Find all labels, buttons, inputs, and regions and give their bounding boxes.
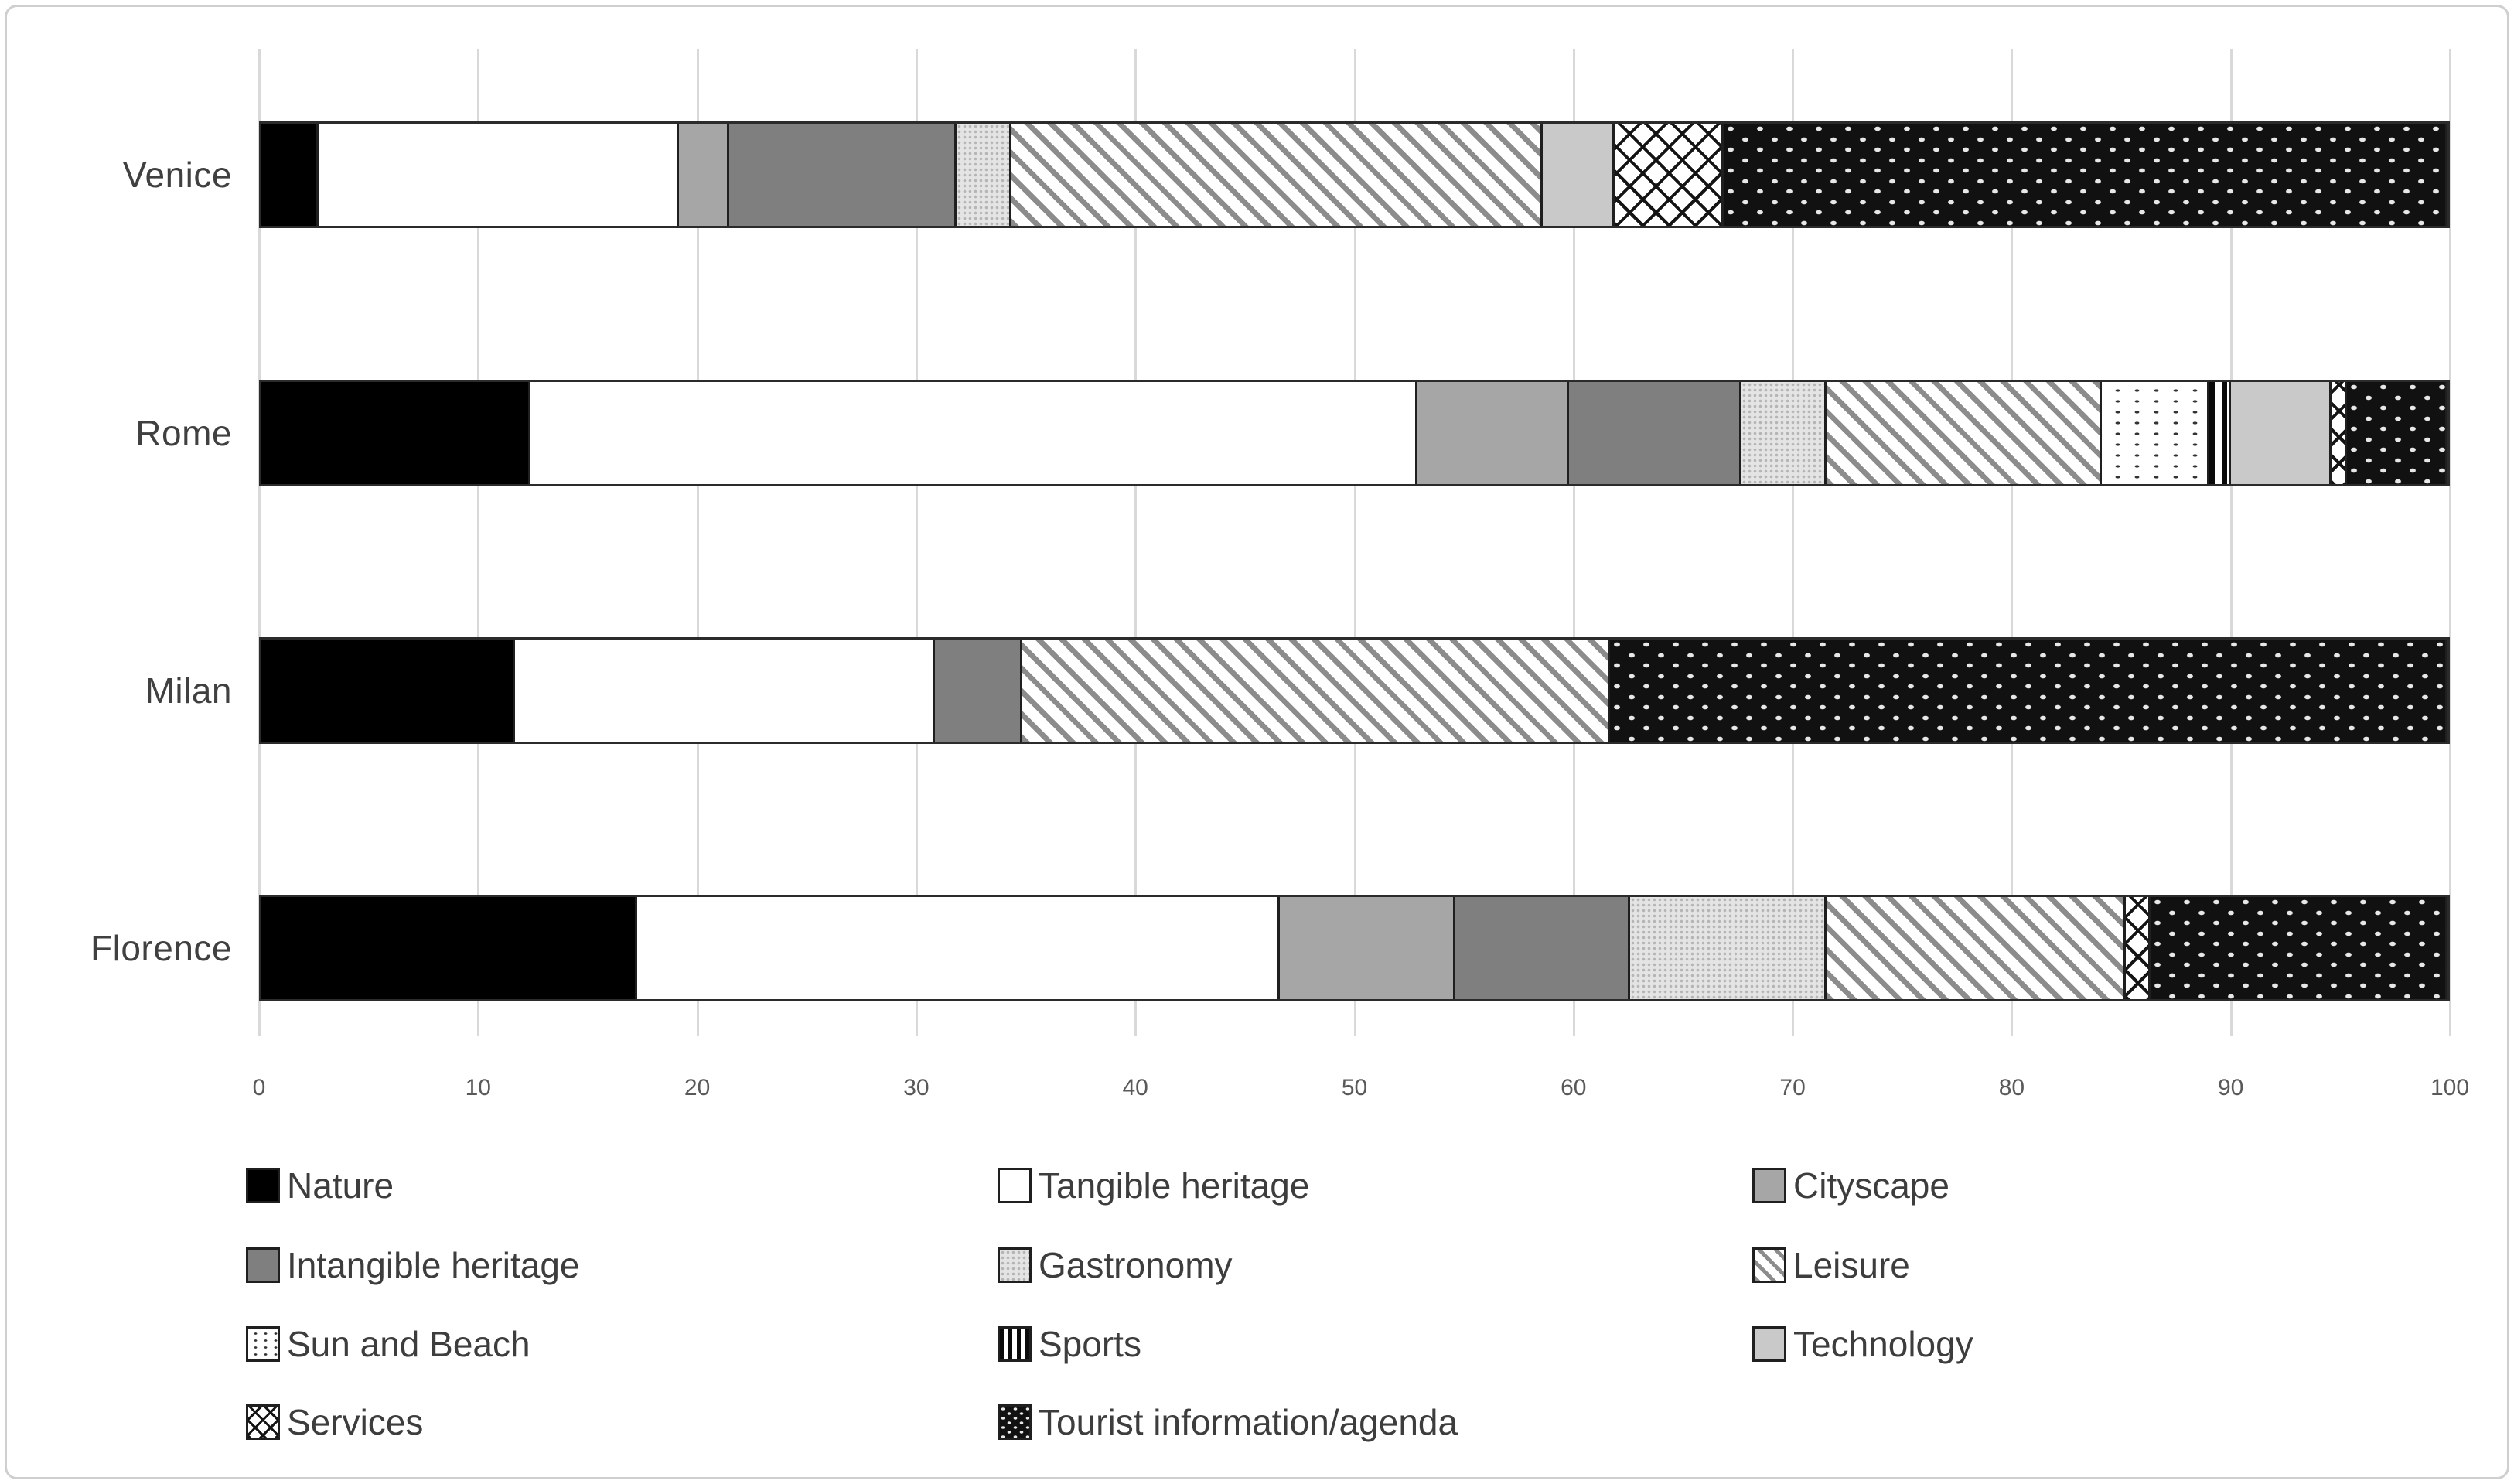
gridline-x-90 xyxy=(2229,49,2233,1036)
bar-segment-rome-sports xyxy=(2209,382,2232,484)
legend-item-nature: Nature xyxy=(246,1158,394,1213)
bar-segment-venice-technology xyxy=(1542,124,1615,226)
bar-segment-venice-cityscape xyxy=(678,124,729,226)
category-label-florence: Florence xyxy=(90,928,232,968)
gridline-x-20 xyxy=(696,49,699,1036)
bar-segment-milan-tourist-information-agenda xyxy=(1610,640,2447,742)
x-tick-label-80: 80 xyxy=(1998,1075,2025,1100)
legend-label: Sports xyxy=(1039,1324,1141,1364)
x-tick-label-10: 10 xyxy=(465,1075,491,1100)
category-label-milan: Milan xyxy=(145,670,232,711)
bar-segment-rome-gastronomy xyxy=(1741,382,1827,484)
legend-swatch-icon xyxy=(998,1168,1032,1203)
x-tick-label-40: 40 xyxy=(1122,1075,1148,1100)
legend-label: Intangible heritage xyxy=(287,1245,580,1285)
bar-segment-rome-services xyxy=(2332,382,2347,484)
bar-segment-florence-intangible-heritage xyxy=(1455,897,1630,999)
x-tick-label-30: 30 xyxy=(903,1075,930,1100)
legend-swatch-icon xyxy=(1752,1168,1786,1203)
legend-item-intangible-heritage: Intangible heritage xyxy=(246,1238,580,1292)
legend-item-technology: Technology xyxy=(1752,1317,1973,1371)
gridline-x-70 xyxy=(1792,49,1795,1036)
bar-segment-rome-intangible-heritage xyxy=(1568,382,1741,484)
legend-label: Nature xyxy=(287,1165,394,1206)
legend-item-leisure: Leisure xyxy=(1752,1238,1910,1292)
bar-segment-rome-sun-and-beach xyxy=(2102,382,2209,484)
bar-segment-florence-services xyxy=(2126,897,2151,999)
bar-segment-rome-leisure xyxy=(1827,382,2103,484)
legend-item-tangible-heritage: Tangible heritage xyxy=(998,1158,1309,1213)
bar-segment-venice-services xyxy=(1614,124,1724,226)
bar-segment-milan-leisure xyxy=(1022,640,1611,742)
legend-label: Services xyxy=(287,1402,424,1442)
legend-swatch-icon xyxy=(1752,1247,1786,1283)
legend-swatch-icon xyxy=(246,1247,280,1283)
x-tick-label-100: 100 xyxy=(2430,1075,2470,1100)
bar-track-rome xyxy=(259,380,2450,486)
gridline-x-60 xyxy=(1572,49,1575,1036)
bar-track-florence xyxy=(259,895,2450,1001)
legend-item-gastronomy: Gastronomy xyxy=(998,1238,1233,1292)
bar-track-milan xyxy=(259,637,2450,744)
bar-segment-milan-tangible-heritage xyxy=(514,640,935,742)
bar-segment-florence-tangible-heritage xyxy=(637,897,1281,999)
legend-swatch-icon xyxy=(1752,1326,1786,1362)
bar-segment-rome-technology xyxy=(2231,382,2332,484)
legend-item-sports: Sports xyxy=(998,1317,1141,1371)
bar-segment-milan-intangible-heritage xyxy=(934,640,1022,742)
bar-segment-florence-leisure xyxy=(1827,897,2127,999)
legend-swatch-icon xyxy=(998,1404,1032,1440)
gridline-x-100 xyxy=(2449,49,2451,1036)
legend-label: Sun and Beach xyxy=(287,1324,530,1364)
bar-track-venice xyxy=(259,121,2450,228)
legend-swatch-icon xyxy=(246,1404,280,1440)
legend-label: Tourist information/agenda xyxy=(1039,1402,1458,1442)
legend-swatch-icon xyxy=(246,1168,280,1203)
gridline-x-0 xyxy=(258,49,261,1036)
gridline-x-30 xyxy=(915,49,918,1036)
bar-segment-milan-nature xyxy=(261,640,515,742)
x-tick-label-20: 20 xyxy=(684,1075,711,1100)
legend-item-tourist-information-agenda: Tourist information/agenda xyxy=(998,1395,1458,1449)
bar-segment-rome-cityscape xyxy=(1417,382,1569,484)
bar-segment-venice-tangible-heritage xyxy=(318,124,679,226)
gridline-x-40 xyxy=(1134,49,1138,1036)
legend-swatch-icon xyxy=(998,1326,1032,1362)
x-tick-label-50: 50 xyxy=(1341,1075,1368,1100)
bar-segment-florence-nature xyxy=(261,897,638,999)
legend-item-services: Services xyxy=(246,1395,423,1449)
bar-segment-rome-tangible-heritage xyxy=(530,382,1418,484)
category-label-rome: Rome xyxy=(135,413,232,453)
x-tick-label-60: 60 xyxy=(1561,1075,1587,1100)
bar-segment-venice-tourist-information-agenda xyxy=(1724,124,2447,226)
x-tick-label-70: 70 xyxy=(1779,1075,1806,1100)
legend-label: Cityscape xyxy=(1793,1165,1949,1206)
category-label-venice: Venice xyxy=(122,155,232,195)
bar-segment-venice-intangible-heritage xyxy=(728,124,957,226)
gridline-x-10 xyxy=(477,49,480,1036)
bar-segment-florence-tourist-information-agenda xyxy=(2150,897,2447,999)
bar-segment-venice-nature xyxy=(261,124,319,226)
legend-label: Gastronomy xyxy=(1039,1245,1233,1285)
bar-segment-florence-cityscape xyxy=(1280,897,1455,999)
bar-segment-venice-leisure xyxy=(1011,124,1543,226)
bar-segment-rome-tourist-information-agenda xyxy=(2346,382,2447,484)
gridline-x-80 xyxy=(2011,49,2014,1036)
x-tick-label-0: 0 xyxy=(252,1075,266,1100)
bar-segment-rome-nature xyxy=(261,382,530,484)
gridline-x-50 xyxy=(1353,49,1356,1036)
legend-swatch-icon xyxy=(998,1247,1032,1283)
legend-item-sun-and-beach: Sun and Beach xyxy=(246,1317,530,1371)
bar-segment-venice-gastronomy xyxy=(956,124,1011,226)
x-tick-label-90: 90 xyxy=(2218,1075,2244,1100)
legend-label: Technology xyxy=(1793,1324,1973,1364)
bar-segment-florence-gastronomy xyxy=(1629,897,1827,999)
legend-item-cityscape: Cityscape xyxy=(1752,1158,1949,1213)
legend-swatch-icon xyxy=(246,1326,280,1362)
legend-label: Tangible heritage xyxy=(1039,1165,1310,1206)
legend-label: Leisure xyxy=(1793,1245,1910,1285)
